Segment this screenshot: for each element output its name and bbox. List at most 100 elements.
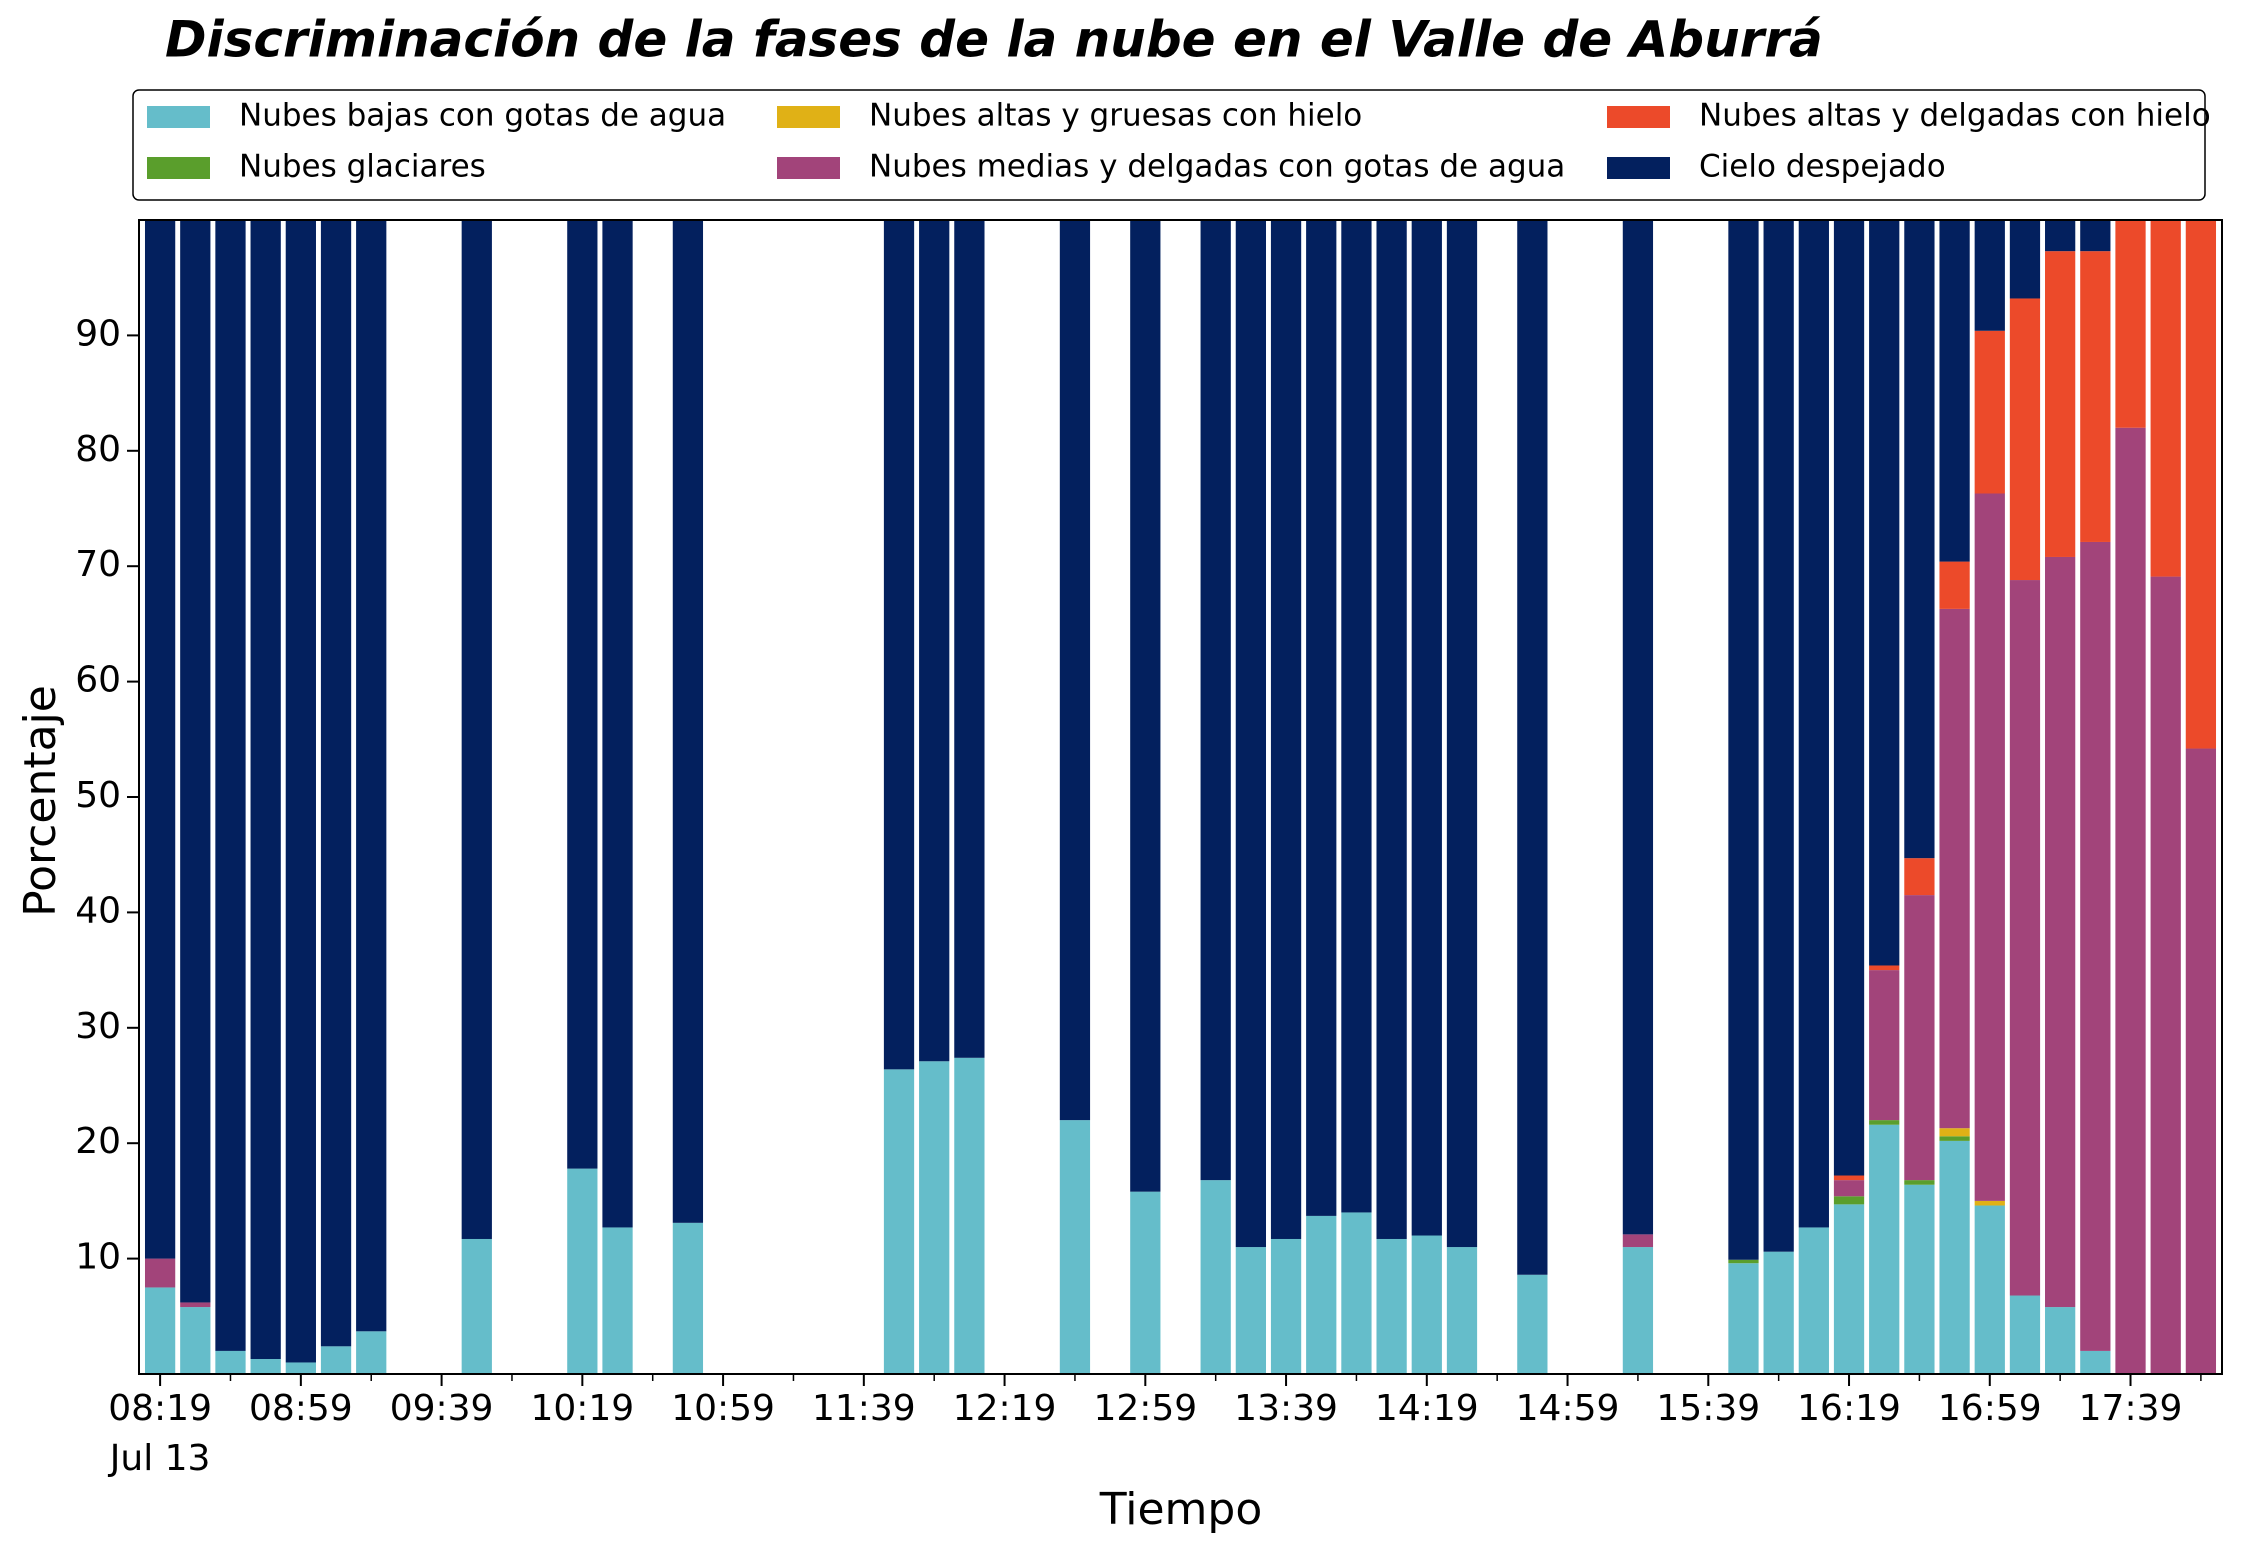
bar-segment xyxy=(144,1258,176,1288)
bar-segment xyxy=(954,1057,985,1374)
legend-label: Nubes bajas con gotas de agua xyxy=(239,98,726,134)
bar-segment xyxy=(1869,1124,1900,1374)
legend-label: Nubes glaciares xyxy=(239,149,486,185)
bar-segment xyxy=(1270,220,1302,1239)
y-tick-label: 90 xyxy=(75,313,121,354)
x-tick-label: 15:39 xyxy=(1656,1388,1760,1429)
bar-segment xyxy=(2009,220,2041,299)
bar-segment xyxy=(320,220,352,1347)
x-tick-label: 14:59 xyxy=(1516,1388,1620,1429)
bar-segment xyxy=(1517,1274,1548,1374)
bar-segment xyxy=(1904,1180,1935,1185)
bar-segment xyxy=(1130,1191,1161,1374)
bar-segment xyxy=(250,1358,281,1374)
legend-label: Cielo despejado xyxy=(1699,149,1946,185)
bar-segment xyxy=(1130,220,1161,1192)
bar-segment xyxy=(2045,556,2076,1308)
bar-segment xyxy=(1833,1204,1865,1374)
bar-segment xyxy=(1235,1247,1267,1374)
legend-swatch xyxy=(147,157,210,179)
bar-segment xyxy=(180,220,211,1303)
bar-segment xyxy=(1728,1263,1759,1374)
bar-segment xyxy=(1622,220,1654,1235)
bar-segment xyxy=(1939,608,1970,1129)
bar-segment xyxy=(1974,330,2005,494)
bar-segment xyxy=(2080,220,2111,252)
bar-segment xyxy=(2045,1307,2076,1374)
x-tick-label: 16:19 xyxy=(1797,1388,1901,1429)
bar-segment xyxy=(1200,1180,1231,1374)
x-tick-label: 09:39 xyxy=(390,1388,494,1429)
bar-segment xyxy=(1904,858,1935,896)
bar-segment xyxy=(1939,1128,1970,1137)
bar-segment xyxy=(1306,1215,1337,1374)
bar-segment xyxy=(1869,1120,1900,1125)
bar-segment xyxy=(1904,895,1935,1181)
bar-segment xyxy=(1974,1205,2005,1374)
bar-segment xyxy=(1798,220,1829,1228)
x-tick-label: 13:39 xyxy=(1234,1388,1338,1429)
bar-segment xyxy=(2150,576,2181,1374)
bar-segment xyxy=(1974,1200,2005,1206)
legend-label: Nubes medias y delgadas con gotas de agu… xyxy=(869,149,1565,185)
bar-segment xyxy=(672,1222,704,1374)
bar-segment xyxy=(1974,220,2005,331)
bar-segment xyxy=(1833,220,1865,1176)
bar-segment xyxy=(2115,220,2146,428)
x-tick-label: 08:59 xyxy=(249,1388,353,1429)
chart-title: Discriminación de la fases de la nube en… xyxy=(165,11,1823,69)
y-axis-label: Porcentaje xyxy=(15,685,66,917)
bar-segment xyxy=(1517,220,1548,1275)
y-tick-label: 30 xyxy=(75,1006,121,1047)
bar-segment xyxy=(602,220,633,1228)
bar-segment xyxy=(1833,1180,1865,1197)
bar-segment xyxy=(1270,1238,1302,1374)
bar-segment xyxy=(954,220,985,1058)
bar-segment xyxy=(461,220,492,1239)
legend-box xyxy=(132,89,2206,201)
bar-segment xyxy=(180,1302,211,1308)
bar-segment xyxy=(1622,1247,1654,1374)
bar-segment xyxy=(1798,1227,1829,1374)
y-tick-label: 10 xyxy=(75,1237,121,1278)
bar-segment xyxy=(602,1227,633,1374)
bar-segment xyxy=(1341,220,1372,1213)
bar-segment xyxy=(1763,220,1794,1252)
bar-segment xyxy=(883,220,915,1070)
legend-label: Nubes altas y delgadas con hielo xyxy=(1699,98,2211,134)
bar-segment xyxy=(2115,427,2146,1375)
bar-segment xyxy=(2009,298,2041,581)
bar-segment xyxy=(144,1287,176,1374)
x-tick-label: 11:39 xyxy=(812,1388,916,1429)
bar-segment xyxy=(2080,1350,2111,1374)
bar-segment xyxy=(1446,1247,1478,1374)
bar-segment xyxy=(1622,1234,1654,1248)
bar-segment xyxy=(215,1350,246,1374)
bar-segment xyxy=(215,220,246,1351)
x-tick-label: 12:19 xyxy=(953,1388,1057,1429)
x-tick-label: 16:59 xyxy=(1938,1388,2042,1429)
bar-segment xyxy=(1200,220,1231,1181)
bar-segment xyxy=(1939,1136,1970,1141)
legend-swatch xyxy=(147,106,210,128)
bar-segment xyxy=(1306,220,1337,1216)
bar-segment xyxy=(144,220,176,1259)
bar-segment xyxy=(1446,220,1478,1248)
y-tick-label: 70 xyxy=(75,544,121,585)
y-tick-label: 60 xyxy=(75,660,121,701)
bar-segment xyxy=(1763,1251,1794,1374)
bar-segment xyxy=(356,220,387,1332)
bar-segment xyxy=(1939,561,1970,609)
y-tick-label: 20 xyxy=(75,1121,121,1162)
bar-segment xyxy=(320,1346,352,1374)
bar-segment xyxy=(1235,220,1267,1248)
bar-segment xyxy=(1833,1196,1865,1205)
x-tick-label: 10:59 xyxy=(671,1388,775,1429)
bar-segment xyxy=(2080,251,2111,542)
bar-segment xyxy=(919,1061,950,1374)
legend-swatch xyxy=(1607,157,1670,179)
bar-segment xyxy=(285,1362,316,1374)
bar-segment xyxy=(2045,251,2076,557)
bar-segment xyxy=(1376,1238,1407,1374)
